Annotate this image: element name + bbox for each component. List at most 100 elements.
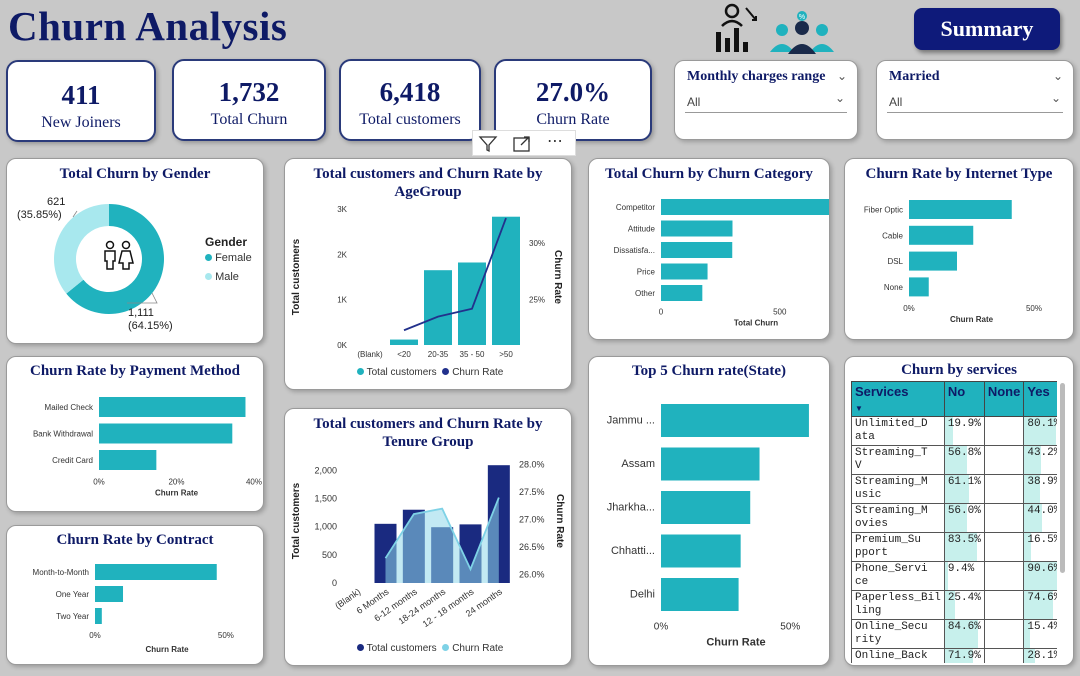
legend-label: Total customers <box>366 367 437 378</box>
service-name-line: ce <box>855 576 869 588</box>
slicer-married: Married ⌄ All ⌄ <box>876 60 1074 140</box>
summary-button[interactable]: Summary <box>914 8 1060 50</box>
more-options-icon[interactable]: ⋯ <box>547 133 564 150</box>
category-label: Attitude <box>628 225 656 234</box>
category-label: Price <box>637 268 656 277</box>
bar <box>909 200 1012 219</box>
data-bar <box>1024 417 1056 445</box>
bar <box>661 578 739 611</box>
cell-value: 15.4% <box>1027 621 1057 633</box>
x-tick-label: 0% <box>93 478 105 487</box>
yes-cell: 74.6% <box>1023 590 1057 620</box>
no-cell: 83.5% <box>943 532 985 562</box>
services-table-scroll[interactable]: Services ▼ No None Yes Unlimited_D ata 19.9… <box>851 381 1057 663</box>
slicer-label: Married <box>889 69 940 84</box>
filter-icon[interactable] <box>478 134 498 159</box>
x-tick-label: 35 - 50 <box>460 350 485 359</box>
yes-cell: 90.6% <box>1023 561 1057 591</box>
x-tick-label: (Blank) <box>357 350 383 359</box>
data-bar <box>1024 446 1042 474</box>
cell-value: 84.6% <box>947 621 981 633</box>
pie-slice <box>66 204 164 314</box>
data-bar <box>1024 475 1040 503</box>
kpi-total-customers: 6,418 Total customers <box>339 59 481 141</box>
bar <box>95 586 124 602</box>
legend-dot <box>442 368 450 375</box>
bar <box>99 423 233 444</box>
cell-value: 19.9% <box>947 418 981 430</box>
chart-title: Total customers and Churn Rate by AgeGro… <box>313 166 543 200</box>
yes-cell: 15.4% <box>1023 619 1057 649</box>
none-cell <box>983 503 1025 533</box>
chart-title: Churn Rate by Internet Type <box>865 166 1053 182</box>
data-label: 621 <box>47 196 65 208</box>
bar <box>661 220 733 237</box>
data-bar <box>944 649 973 663</box>
focus-mode-icon[interactable] <box>512 134 532 159</box>
cell-value: 56.8% <box>947 447 981 459</box>
column-header-no[interactable]: No <box>943 381 985 417</box>
cell-value: 80.1% <box>1027 418 1057 430</box>
chart-title: Total Churn by Churn Category <box>605 166 813 182</box>
y2-tick-label: 27.0% <box>519 515 545 525</box>
y-axis-label: Total customers <box>291 482 302 559</box>
category-label: Month-to-Month <box>33 568 89 577</box>
service-name-line: rity <box>855 634 882 646</box>
column-header-none[interactable]: None <box>983 381 1025 417</box>
y2-tick-label: 27.5% <box>519 487 545 497</box>
monthly-charges-dropdown[interactable]: All ⌄ <box>685 91 847 113</box>
none-cell <box>983 561 1025 591</box>
married-dropdown[interactable]: All ⌄ <box>887 91 1063 113</box>
category-label: Two Year <box>56 612 89 621</box>
service-name-line: Premium_Su <box>855 534 922 546</box>
services-table-card: Churn by services Services ▼ No None Yes … <box>844 356 1074 666</box>
cell-value: 56.0% <box>947 505 981 517</box>
category-label: DSL <box>887 257 903 266</box>
payment-chart-card: Churn Rate by Payment Method Mailed Chec… <box>6 356 264 512</box>
column-header-services[interactable]: Services ▼ <box>851 381 945 417</box>
y-tick-label: 1,500 <box>314 493 337 503</box>
chart-title: Churn Rate by Contract <box>56 532 214 548</box>
legend-label: Total customers <box>366 643 437 654</box>
x-tick-label: >50 <box>499 350 513 359</box>
kpi-value: 411 <box>61 80 101 110</box>
yes-cell: 43.2% <box>1023 445 1057 475</box>
bar <box>99 450 157 470</box>
area-fill <box>385 497 499 583</box>
column-header-yes[interactable]: Yes <box>1023 381 1057 417</box>
cell-value: 28.1% <box>1027 650 1057 662</box>
slicer-label: Monthly charges range <box>687 69 826 84</box>
no-cell: 61.1% <box>943 474 985 504</box>
chevron-down-icon: ⌄ <box>1050 91 1061 105</box>
table-scrollbar[interactable] <box>1060 383 1065 573</box>
bar <box>492 216 520 345</box>
bar <box>661 199 829 215</box>
yes-cell: 28.1% <box>1023 648 1057 663</box>
chevron-down-icon[interactable]: ⌄ <box>836 69 847 83</box>
kpi-label: Churn Rate <box>536 111 610 128</box>
bar <box>95 608 102 624</box>
data-bar <box>944 533 978 561</box>
legend-label: Churn Rate <box>452 643 504 654</box>
age-chart-card: Total customers and Churn Rate by AgeGro… <box>284 158 572 390</box>
gender-person-icon <box>101 239 135 278</box>
x-axis-label: Churn Rate <box>950 315 994 324</box>
bar <box>458 262 486 345</box>
x-tick-label: 0 <box>659 308 664 317</box>
none-cell <box>983 648 1025 663</box>
header-label: Services <box>855 384 909 399</box>
x-tick-label: 50% <box>780 622 800 633</box>
gender-chart-card: Total Churn by Gender 1,111 (64.15%) 621 (3… <box>6 158 264 344</box>
chevron-down-icon[interactable]: ⌄ <box>1052 69 1063 83</box>
service-name-cell: Premium_Su pport <box>851 532 945 562</box>
customers-group-icon: % <box>768 10 836 56</box>
service-name-line: ling <box>855 605 882 617</box>
payment-bar-chart: Mailed Check Bank Withdrawal Credit Card 0%… <box>33 397 262 498</box>
slicer-monthly-charges: Monthly charges range ⌄ All ⌄ <box>674 60 858 140</box>
bar <box>661 534 741 568</box>
data-bar <box>944 591 955 619</box>
cell-value: 16.5% <box>1027 534 1057 546</box>
x-axis-label: Churn Rate <box>155 489 199 498</box>
none-cell <box>983 619 1025 649</box>
